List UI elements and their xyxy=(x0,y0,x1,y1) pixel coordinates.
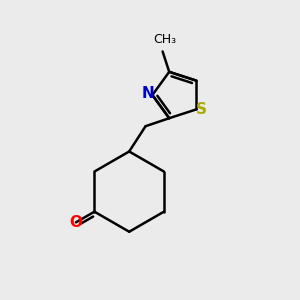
Text: O: O xyxy=(69,215,82,230)
Text: CH₃: CH₃ xyxy=(153,33,176,46)
Text: N: N xyxy=(141,86,154,101)
Text: S: S xyxy=(196,102,207,117)
